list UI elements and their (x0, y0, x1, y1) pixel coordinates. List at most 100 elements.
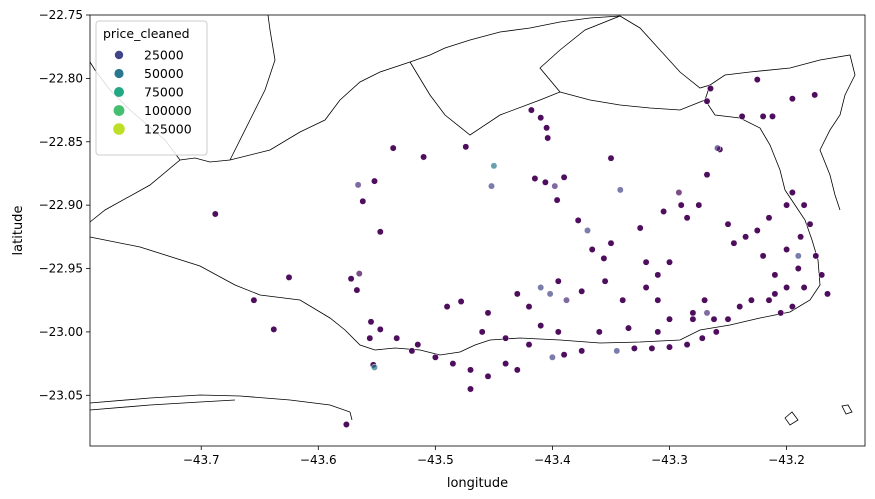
bay-outline (704, 54, 856, 211)
legend: price_cleaned 25000 50000 75000 100000 125000 (95, 20, 208, 156)
scatter-point (525, 341, 533, 349)
scatter-point (563, 296, 570, 304)
scatter-point (371, 177, 378, 185)
scatter-point (812, 252, 820, 260)
scatter-points (211, 76, 831, 428)
scatter-point (467, 366, 474, 374)
scatter-point (613, 347, 621, 355)
scatter-point (367, 318, 375, 326)
scatter-point (695, 201, 703, 209)
legend-marker (114, 87, 124, 97)
scatter-point (683, 214, 691, 222)
scatter-point (484, 372, 492, 380)
scatter-point (654, 271, 662, 279)
scatter-point (794, 265, 802, 272)
scatter-point (794, 252, 802, 260)
scatter-point (707, 85, 714, 92)
scatter-point (359, 197, 367, 205)
scatter-point (270, 325, 278, 333)
scatter-point (800, 284, 808, 291)
scatter-point (595, 328, 603, 336)
scatter-point (484, 309, 492, 317)
scatter-point (777, 309, 785, 317)
y-tick-label: −22.95 (39, 262, 83, 276)
scatter-point (797, 233, 805, 241)
scatter-point (376, 325, 384, 333)
scatter-point (574, 216, 582, 224)
legend-box (95, 20, 208, 156)
legend-label: 75000 (144, 85, 184, 100)
y-tick-label: −22.85 (39, 135, 83, 149)
scatter-point (788, 189, 796, 196)
scatter-point (788, 95, 796, 103)
region-boundary-4 (409, 15, 711, 136)
scatter-point (366, 334, 374, 342)
scatter-point (654, 328, 662, 336)
x-tick-label: −43.3 (651, 453, 688, 467)
scatter-point (537, 114, 545, 122)
scatter-point (462, 143, 470, 151)
plot-frame (89, 14, 866, 447)
y-tick-label: −23.00 (39, 325, 83, 339)
y-tick-label: −22.90 (39, 198, 83, 212)
scatter-point (689, 315, 697, 323)
scatter-point (824, 290, 831, 298)
scatter-point (783, 284, 791, 291)
scatter-point (753, 76, 761, 84)
scatter-point (371, 363, 378, 371)
scatter-point (478, 328, 486, 336)
scatter-point (616, 186, 624, 194)
scatter-point (703, 309, 711, 317)
scatter-point (548, 353, 556, 361)
scatter-point (393, 334, 401, 342)
scatter-point (354, 181, 362, 189)
scatter-point (818, 271, 826, 279)
legend-marker (114, 68, 124, 79)
scatter-point (771, 290, 779, 298)
scatter-point (531, 175, 539, 182)
legend-title: price_cleaned (103, 26, 190, 41)
x-tick-label: −43.6 (300, 453, 337, 467)
scatter-point (783, 246, 791, 253)
scatter-point (712, 328, 720, 336)
scatter-point (600, 254, 608, 262)
scatter-point (285, 273, 293, 281)
scatter-point (457, 298, 465, 305)
legend-label: 50000 (144, 66, 184, 81)
scatter-point (765, 214, 773, 222)
scatter-point (560, 173, 568, 181)
scatter-point (554, 328, 562, 336)
scatter-point (753, 227, 761, 234)
legend-marker (113, 123, 125, 135)
scatter-point (467, 385, 474, 393)
scatter-point (636, 224, 644, 232)
x-axis-label: longitude (447, 476, 508, 491)
axes: −43.7 −43.6 −43.5 −43.4 −43.3 −43.2 −22.75 −22.… (11, 8, 866, 491)
scatter-point (443, 303, 451, 311)
scatter-point (738, 112, 746, 120)
scatter-point (759, 112, 767, 120)
scatter-point (783, 201, 791, 209)
scatter-point (742, 233, 750, 241)
x-tick-label: −43.2 (768, 453, 805, 467)
scatter-point (389, 144, 397, 152)
scatter-point (490, 162, 498, 170)
scatter-point (648, 344, 656, 352)
scatter-point (660, 208, 668, 215)
scatter-point (654, 296, 662, 304)
scatter-point (601, 277, 609, 285)
island-outline-2 (841, 404, 853, 415)
scatter-point (683, 341, 691, 349)
scatter-point (554, 277, 562, 285)
scatter-point (642, 258, 650, 266)
scatter-point (666, 315, 673, 323)
legend-marker (114, 50, 124, 60)
scatter-point (666, 258, 673, 266)
scatter-point (724, 315, 732, 323)
scatter-point (642, 284, 650, 291)
scatter-point (730, 239, 738, 247)
region-boundary-7 (89, 399, 236, 411)
scatter-point (736, 303, 744, 311)
scatter-point (578, 347, 586, 355)
scatter-point (513, 290, 521, 298)
